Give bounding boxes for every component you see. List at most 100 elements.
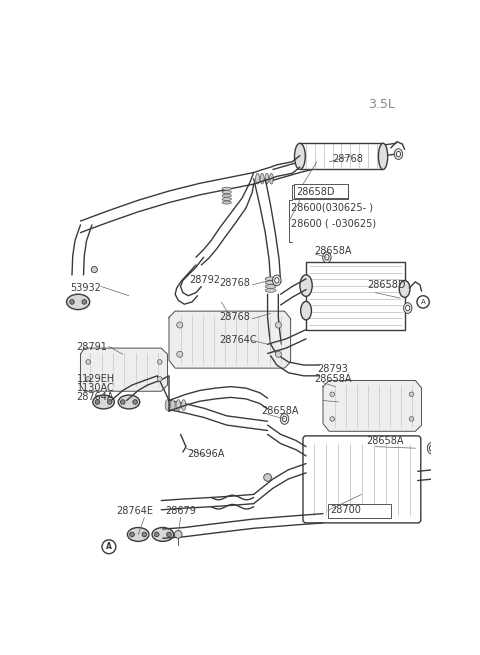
Ellipse shape xyxy=(282,416,287,422)
Circle shape xyxy=(95,400,100,404)
Ellipse shape xyxy=(265,281,276,284)
Text: 28658A: 28658A xyxy=(314,374,351,384)
Circle shape xyxy=(167,532,171,536)
Ellipse shape xyxy=(325,255,329,260)
Circle shape xyxy=(108,400,112,404)
Ellipse shape xyxy=(300,301,312,320)
Circle shape xyxy=(142,532,147,536)
Text: 28600 ( -030625): 28600 ( -030625) xyxy=(291,218,376,229)
Ellipse shape xyxy=(404,303,412,314)
Circle shape xyxy=(417,296,429,308)
Circle shape xyxy=(409,417,414,421)
Ellipse shape xyxy=(265,277,276,281)
Circle shape xyxy=(275,351,281,358)
Ellipse shape xyxy=(394,149,403,159)
Ellipse shape xyxy=(273,275,281,286)
Bar xyxy=(306,262,405,329)
Circle shape xyxy=(120,400,125,404)
Text: 28768: 28768 xyxy=(219,278,250,288)
Text: 28768: 28768 xyxy=(219,312,250,322)
Ellipse shape xyxy=(222,201,231,204)
Ellipse shape xyxy=(152,527,174,542)
Ellipse shape xyxy=(295,143,305,170)
Ellipse shape xyxy=(378,143,388,170)
Polygon shape xyxy=(81,348,168,391)
Circle shape xyxy=(155,532,159,536)
Circle shape xyxy=(264,474,271,481)
Ellipse shape xyxy=(127,527,149,542)
Circle shape xyxy=(409,392,414,397)
Ellipse shape xyxy=(222,191,231,194)
Circle shape xyxy=(177,322,183,328)
Ellipse shape xyxy=(165,400,170,411)
Ellipse shape xyxy=(260,174,264,184)
Circle shape xyxy=(157,360,162,364)
Polygon shape xyxy=(169,311,291,368)
Text: 1129EH: 1129EH xyxy=(77,374,115,384)
Circle shape xyxy=(177,351,183,358)
Ellipse shape xyxy=(93,395,114,409)
Ellipse shape xyxy=(406,305,410,310)
Text: 28679: 28679 xyxy=(165,506,196,516)
Ellipse shape xyxy=(396,151,401,157)
Ellipse shape xyxy=(176,400,180,411)
Ellipse shape xyxy=(256,174,260,184)
Text: 28764C: 28764C xyxy=(219,335,257,345)
Circle shape xyxy=(86,360,90,364)
Ellipse shape xyxy=(265,288,276,292)
Ellipse shape xyxy=(300,275,312,296)
Ellipse shape xyxy=(430,445,434,451)
Ellipse shape xyxy=(265,174,269,184)
Circle shape xyxy=(130,532,134,536)
Text: 28764A: 28764A xyxy=(77,392,114,402)
Bar xyxy=(294,184,348,198)
Ellipse shape xyxy=(269,174,273,184)
Text: 28658A: 28658A xyxy=(366,436,404,445)
Ellipse shape xyxy=(222,187,231,190)
Circle shape xyxy=(174,531,182,538)
Circle shape xyxy=(82,299,86,304)
Text: 28764E: 28764E xyxy=(117,506,154,516)
Circle shape xyxy=(133,400,137,404)
Ellipse shape xyxy=(265,284,276,288)
Text: 28696A: 28696A xyxy=(188,449,225,459)
Ellipse shape xyxy=(399,280,410,297)
Ellipse shape xyxy=(275,278,279,283)
Ellipse shape xyxy=(427,442,436,454)
Text: 28791: 28791 xyxy=(77,341,108,352)
Ellipse shape xyxy=(280,413,289,424)
Ellipse shape xyxy=(170,400,175,411)
Polygon shape xyxy=(323,381,421,431)
Bar xyxy=(292,185,348,198)
Bar xyxy=(328,504,391,517)
Text: A: A xyxy=(106,542,112,552)
Text: 28793: 28793 xyxy=(317,364,348,374)
Ellipse shape xyxy=(222,198,231,200)
Text: 28658D: 28658D xyxy=(296,187,335,196)
Text: 28792: 28792 xyxy=(189,275,220,286)
Ellipse shape xyxy=(323,252,331,263)
Circle shape xyxy=(86,377,90,381)
Bar xyxy=(300,143,383,170)
Text: 53932: 53932 xyxy=(71,283,101,293)
Circle shape xyxy=(330,392,335,397)
Ellipse shape xyxy=(118,395,140,409)
Text: 28600(030625- ): 28600(030625- ) xyxy=(291,203,372,213)
Text: A: A xyxy=(421,299,425,305)
Text: 28700: 28700 xyxy=(331,505,361,515)
Ellipse shape xyxy=(181,400,186,411)
Text: 28768: 28768 xyxy=(332,155,363,164)
Ellipse shape xyxy=(67,294,90,310)
FancyBboxPatch shape xyxy=(303,436,421,523)
Circle shape xyxy=(275,322,281,328)
Text: 28658D: 28658D xyxy=(368,280,406,290)
Ellipse shape xyxy=(222,194,231,197)
Circle shape xyxy=(70,299,74,304)
Circle shape xyxy=(102,540,116,553)
Circle shape xyxy=(330,417,335,421)
Circle shape xyxy=(91,267,97,272)
Circle shape xyxy=(157,377,162,381)
Text: 28658A: 28658A xyxy=(314,246,351,256)
Text: 3.5L: 3.5L xyxy=(369,98,396,111)
Text: 28658A: 28658A xyxy=(262,406,299,416)
